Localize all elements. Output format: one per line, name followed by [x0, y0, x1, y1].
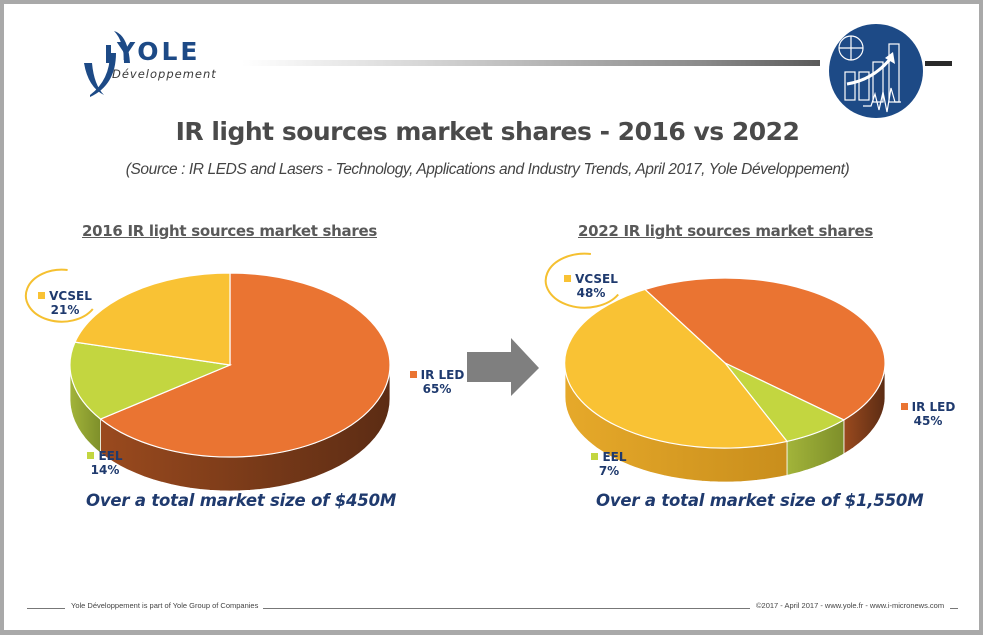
page-title: IR light sources market shares - 2016 vs…	[175, 117, 800, 146]
label-2022-eel: EEL 7%	[584, 450, 634, 478]
legend-swatch-vcsel	[564, 275, 572, 282]
header-bar-end	[925, 61, 952, 66]
label-2022-irled: IR LED 45%	[893, 400, 963, 428]
legend-swatch-vcsel	[38, 292, 46, 299]
header-gradient-bar	[242, 60, 820, 66]
logo-subtitle: Développement	[112, 67, 217, 81]
label-2016-eel: EEL 14%	[80, 449, 130, 477]
pie-slice-vcsel	[74, 272, 231, 366]
logo-wordmark: YOLE	[117, 37, 201, 66]
pie-chart-2016	[69, 272, 391, 492]
logo-swoosh-icon	[84, 31, 130, 97]
footer-rule	[950, 608, 958, 609]
label-2016-irled: IR LED 65%	[402, 368, 472, 396]
total-market-2016: Over a total market size of $450M	[86, 491, 397, 510]
legend-swatch-irled	[409, 371, 417, 378]
pie-slice-ir-led	[643, 277, 886, 421]
market-analytics-icon	[829, 24, 923, 118]
label-name: IR LED	[911, 400, 956, 414]
total-market-2022: Over a total market size of $1,550M	[596, 491, 924, 510]
pie-slice-eel	[69, 341, 233, 420]
pie-chart-2022	[564, 277, 886, 483]
pie-slice-vcsel	[564, 288, 789, 449]
footer-right-text: ©2017 - April 2017 - www.yole.fr - www.i…	[756, 601, 945, 610]
vcsel-highlight-ring	[544, 252, 619, 309]
legend-swatch-eel	[87, 452, 95, 459]
label-value: 7%	[598, 464, 620, 478]
label-value: 48%	[576, 286, 606, 300]
footer-left-text: Yole Développement is part of Yole Group…	[71, 601, 259, 610]
label-value: 21%	[50, 303, 80, 317]
label-value: 65%	[422, 382, 452, 396]
right-arrow-icon	[467, 338, 539, 396]
label-name: EEL	[602, 450, 627, 464]
yole-logo: YOLE Développement	[80, 25, 240, 105]
footer-rule	[27, 608, 65, 609]
label-2022-vcsel: VCSEL 48%	[556, 272, 626, 300]
label-value: 14%	[90, 463, 120, 477]
legend-swatch-eel	[591, 453, 599, 460]
legend-swatch-irled	[900, 403, 908, 410]
label-value: 45%	[913, 414, 943, 428]
chart-2022-title: 2022 IR light sources market shares	[578, 222, 873, 240]
label-name: VCSEL	[575, 272, 618, 286]
label-name: IR LED	[420, 368, 465, 382]
source-note: (Source : IR LEDS and Lasers - Technolog…	[125, 161, 850, 178]
label-name: VCSEL	[49, 289, 92, 303]
label-name: EEL	[98, 449, 123, 463]
vcsel-highlight-ring	[24, 268, 94, 323]
footer-rule	[263, 608, 750, 609]
chart-2016-title: 2016 IR light sources market shares	[82, 222, 377, 240]
label-2016-vcsel: VCSEL 21%	[33, 289, 97, 317]
pie-slice-ir-led	[99, 272, 391, 458]
